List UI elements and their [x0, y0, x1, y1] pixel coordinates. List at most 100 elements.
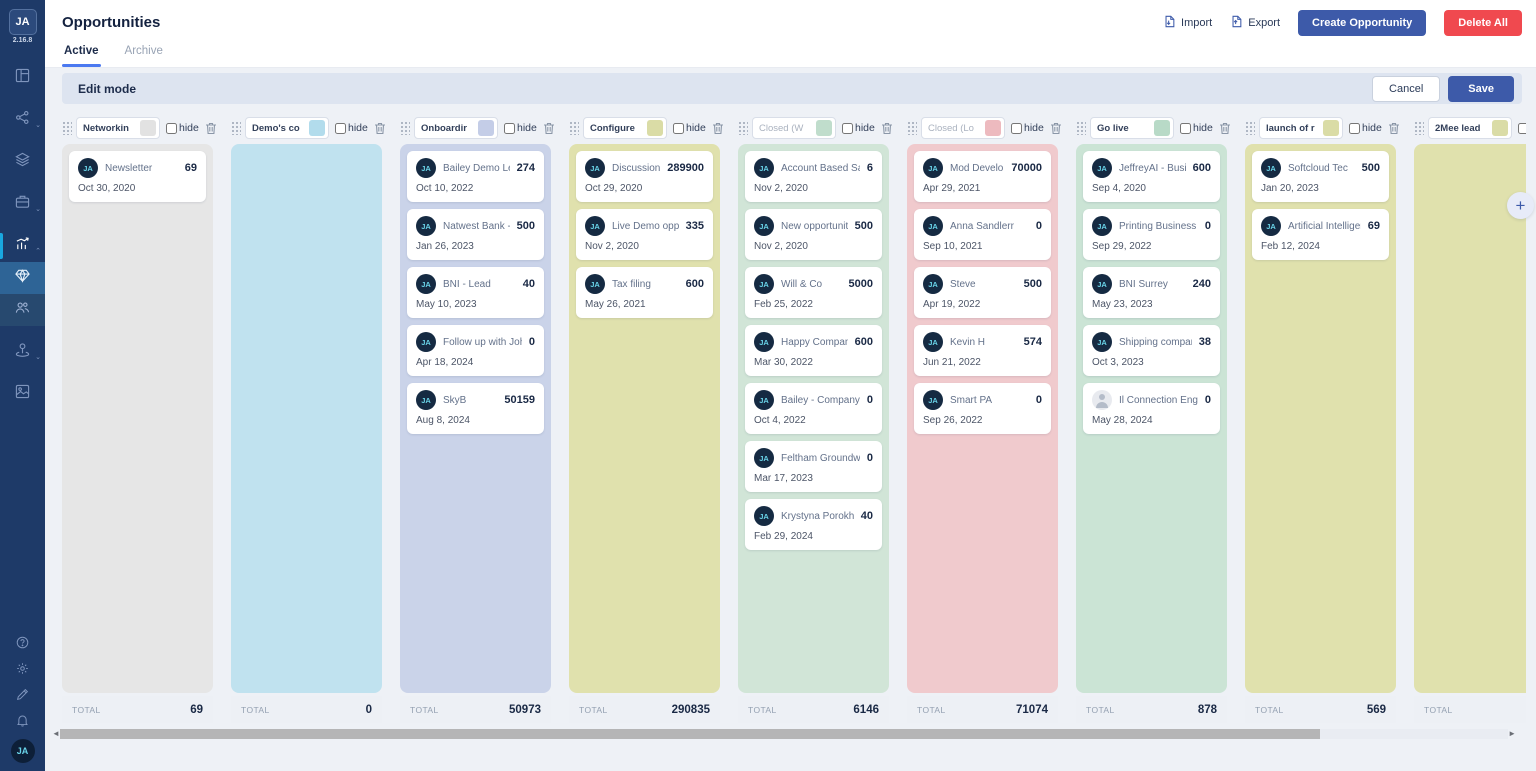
- opportunity-card[interactable]: JA BNI - Lead 40 May 10, 2023: [407, 267, 544, 318]
- opportunity-card[interactable]: JA Newsletter 69 Oct 30, 2020: [69, 151, 206, 202]
- opportunity-card[interactable]: JA Bailey Demo Lead 274 Oct 10, 2022: [407, 151, 544, 202]
- hide-checkbox[interactable]: [166, 122, 177, 134]
- delete-all-button[interactable]: Delete All: [1444, 9, 1522, 36]
- sidebar-item-contacts[interactable]: [0, 294, 45, 326]
- sidebar-item-media[interactable]: [0, 378, 45, 410]
- opportunity-card[interactable]: JA Discussion on t... 289900 Oct 29, 202…: [576, 151, 713, 202]
- hide-checkbox[interactable]: [1180, 122, 1191, 134]
- hide-toggle[interactable]: hide: [504, 122, 537, 134]
- column-color-swatch[interactable]: [309, 120, 325, 136]
- hide-toggle[interactable]: hide: [673, 122, 706, 134]
- save-button[interactable]: Save: [1448, 75, 1514, 102]
- hide-toggle[interactable]: hide: [335, 122, 368, 134]
- hide-checkbox[interactable]: [1349, 122, 1360, 134]
- column-name-input[interactable]: Closed (Lo: [921, 117, 1005, 139]
- drag-handle-icon[interactable]: [62, 121, 72, 135]
- opportunity-card[interactable]: JA Artificial Intelligence 69 Feb 12, 20…: [1252, 209, 1389, 260]
- sidebar-item-workflow[interactable]: ⌄: [0, 104, 45, 136]
- drag-handle-icon[interactable]: [1076, 121, 1086, 135]
- hide-toggle[interactable]: hide: [166, 122, 199, 134]
- opportunity-card[interactable]: JA Krystyna Porokhova 40 Feb 29, 2024: [745, 499, 882, 550]
- cancel-button[interactable]: Cancel: [1372, 75, 1441, 102]
- scroll-left-icon[interactable]: ◄: [52, 729, 60, 738]
- column-color-swatch[interactable]: [478, 120, 494, 136]
- opportunity-card[interactable]: JA Softcloud Tec 500 Jan 20, 2023: [1252, 151, 1389, 202]
- notifications-bell-icon[interactable]: [0, 707, 45, 733]
- hide-checkbox[interactable]: [673, 122, 684, 134]
- hide-toggle[interactable]: hide: [1011, 122, 1044, 134]
- hide-checkbox[interactable]: [842, 122, 853, 134]
- drag-handle-icon[interactable]: [1245, 121, 1255, 135]
- tab-active[interactable]: Active: [62, 45, 101, 67]
- hide-toggle[interactable]: hide: [1180, 122, 1213, 134]
- opportunity-card[interactable]: Il Connection Engage... 0 May 28, 2024: [1083, 383, 1220, 434]
- sidebar-item-business[interactable]: ⌄: [0, 188, 45, 220]
- column-color-swatch[interactable]: [1154, 120, 1170, 136]
- hide-checkbox[interactable]: [335, 122, 346, 134]
- drag-handle-icon[interactable]: [569, 121, 579, 135]
- delete-column-icon[interactable]: [1219, 122, 1231, 135]
- delete-column-icon[interactable]: [374, 122, 386, 135]
- column-name-input[interactable]: 2Mee lead: [1428, 117, 1512, 139]
- sidebar-item-layers[interactable]: [0, 146, 45, 178]
- opportunity-card[interactable]: JA Mod Developme... 70000 Apr 29, 2021: [914, 151, 1051, 202]
- hide-toggle[interactable]: hide: [1518, 122, 1526, 134]
- hide-toggle[interactable]: hide: [1349, 122, 1382, 134]
- delete-column-icon[interactable]: [205, 122, 217, 135]
- column-color-swatch[interactable]: [816, 120, 832, 136]
- sidebar-item-sales[interactable]: ⌃: [0, 230, 45, 262]
- opportunity-card[interactable]: JA Steve 500 Apr 19, 2022: [914, 267, 1051, 318]
- sidebar-item-territory[interactable]: ⌄: [0, 336, 45, 368]
- hide-checkbox[interactable]: [504, 122, 515, 134]
- opportunity-card[interactable]: JA Anna Sandlerr 0 Sep 10, 2021: [914, 209, 1051, 260]
- delete-column-icon[interactable]: [543, 122, 555, 135]
- import-button[interactable]: Import: [1163, 15, 1212, 31]
- column-color-swatch[interactable]: [1323, 120, 1339, 136]
- column-name-input[interactable]: Onboardir: [414, 117, 498, 139]
- drag-handle-icon[interactable]: [907, 121, 917, 135]
- opportunity-card[interactable]: JA SkyB 50159 Aug 8, 2024: [407, 383, 544, 434]
- user-avatar[interactable]: JA: [10, 739, 35, 763]
- delete-column-icon[interactable]: [712, 122, 724, 135]
- opportunity-card[interactable]: JA Natwest Bank - Ric... 500 Jan 26, 202…: [407, 209, 544, 260]
- opportunity-card[interactable]: JA Bailey - Company X 0 Oct 4, 2022: [745, 383, 882, 434]
- column-name-input[interactable]: Networkin: [76, 117, 160, 139]
- opportunity-card[interactable]: JA BNI Surrey 240 May 23, 2023: [1083, 267, 1220, 318]
- opportunity-card[interactable]: JA JeffreyAI - Business 600 Sep 4, 2020: [1083, 151, 1220, 202]
- column-name-input[interactable]: Closed (W: [752, 117, 836, 139]
- column-name-input[interactable]: Demo's co: [245, 117, 329, 139]
- tab-archive[interactable]: Archive: [124, 45, 163, 57]
- add-stage-button[interactable]: +: [1507, 192, 1534, 219]
- column-name-input[interactable]: Configure: [583, 117, 667, 139]
- create-opportunity-button[interactable]: Create Opportunity: [1298, 9, 1427, 36]
- help-icon[interactable]: [0, 629, 45, 655]
- opportunity-card[interactable]: JA Follow up with John 0 Apr 18, 2024: [407, 325, 544, 376]
- drag-handle-icon[interactable]: [1414, 121, 1424, 135]
- opportunity-card[interactable]: JA New opportunity m... 500 Nov 2, 2020: [745, 209, 882, 260]
- opportunity-card[interactable]: JA Account Based Sales K... 6 Nov 2, 202…: [745, 151, 882, 202]
- column-color-swatch[interactable]: [1492, 120, 1508, 136]
- sidebar-item-opportunities[interactable]: [0, 262, 45, 294]
- opportunity-card[interactable]: JA Will & Co 5000 Feb 25, 2022: [745, 267, 882, 318]
- opportunity-card[interactable]: JA Kevin H 574 Jun 21, 2022: [914, 325, 1051, 376]
- scrollbar-thumb[interactable]: [60, 728, 1320, 739]
- opportunity-card[interactable]: JA Shipping company 38 Oct 3, 2023: [1083, 325, 1220, 376]
- column-color-swatch[interactable]: [985, 120, 1001, 136]
- export-button[interactable]: Export: [1230, 15, 1280, 31]
- drag-handle-icon[interactable]: [231, 121, 241, 135]
- hide-toggle[interactable]: hide: [842, 122, 875, 134]
- opportunity-card[interactable]: JA Printing Business 0 Sep 29, 2022: [1083, 209, 1220, 260]
- column-name-input[interactable]: Go live: [1090, 117, 1174, 139]
- opportunity-card[interactable]: JA Smart PA 0 Sep 26, 2022: [914, 383, 1051, 434]
- drag-handle-icon[interactable]: [738, 121, 748, 135]
- column-color-swatch[interactable]: [140, 120, 156, 136]
- opportunity-card[interactable]: JA Happy Company 600 Mar 30, 2022: [745, 325, 882, 376]
- delete-column-icon[interactable]: [881, 122, 893, 135]
- column-name-input[interactable]: launch of r: [1259, 117, 1343, 139]
- delete-column-icon[interactable]: [1388, 122, 1400, 135]
- drag-handle-icon[interactable]: [400, 121, 410, 135]
- scroll-right-icon[interactable]: ►: [1508, 729, 1516, 738]
- scrollbar-track[interactable]: [60, 728, 1508, 739]
- edit-pencil-icon[interactable]: [0, 681, 45, 707]
- opportunity-card[interactable]: JA Live Demo opportu... 335 Nov 2, 2020: [576, 209, 713, 260]
